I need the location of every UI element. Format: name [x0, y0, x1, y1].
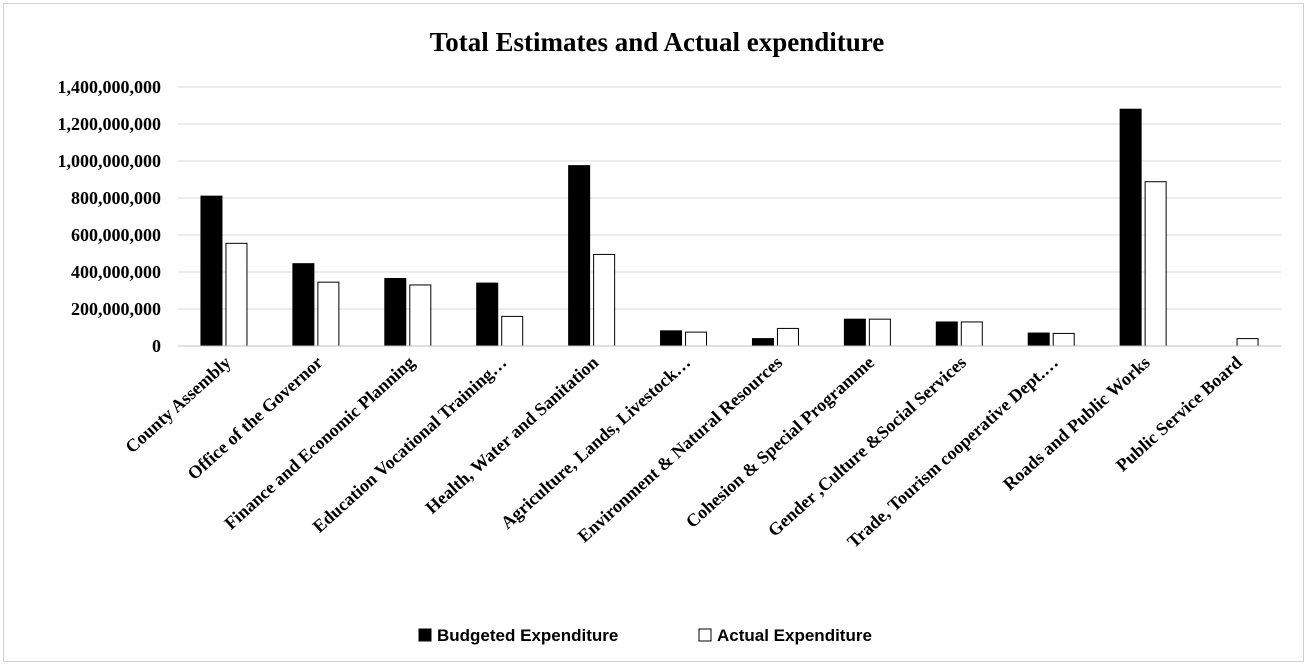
- bar-actual: [1144, 181, 1167, 347]
- bar-budgeted: [292, 263, 315, 347]
- bar-actual: [1236, 338, 1259, 347]
- legend-label-budgeted: Budgeted Expenditure: [437, 626, 618, 645]
- y-tick-label: 600,000,000: [71, 225, 161, 245]
- bar-budgeted: [660, 330, 683, 347]
- bar-actual: [1052, 332, 1075, 347]
- legend-label-actual: Actual Expenditure: [717, 626, 872, 645]
- bar-budgeted: [1119, 108, 1142, 347]
- x-tick-label: Gender ,Culture &Social Services: [764, 352, 970, 540]
- x-tick-label: Environment & Natural Resources: [574, 352, 786, 546]
- bar-budgeted: [384, 277, 407, 347]
- gridlines: [178, 86, 1281, 310]
- bar-budgeted: [751, 338, 774, 347]
- bar-budgeted: [568, 165, 591, 347]
- bar-actual: [225, 242, 248, 347]
- bar-actual: [593, 253, 616, 347]
- y-tick-label: 1,000,000,000: [58, 151, 162, 171]
- bar-chart: Total Estimates and Actual expenditure 0…: [58, 27, 1281, 645]
- y-tick-label: 0: [152, 336, 161, 356]
- y-tick-label: 1,200,000,000: [58, 114, 162, 134]
- legend: Budgeted Expenditure Actual Expenditure: [418, 626, 872, 645]
- x-tick-label: Finance and Economic Planning: [220, 352, 418, 533]
- bar-budgeted: [1027, 332, 1050, 347]
- y-tick-label: 1,400,000,000: [58, 77, 162, 97]
- bar-actual: [409, 284, 432, 347]
- bar-actual: [317, 281, 340, 347]
- bar-budgeted: [476, 282, 499, 347]
- bar-actual: [776, 327, 799, 347]
- x-tick-label: Education Vocational Training…: [309, 352, 511, 536]
- y-axis-ticks: 0 200,000,000 400,000,000 600,000,000 800,00…: [58, 77, 162, 356]
- y-tick-label: 200,000,000: [71, 299, 161, 319]
- bar-actual: [501, 315, 524, 347]
- y-tick-label: 400,000,000: [71, 262, 161, 282]
- bar-actual: [868, 318, 891, 347]
- bar-actual: [685, 331, 708, 347]
- y-tick-label: 800,000,000: [71, 188, 161, 208]
- bar-actual: [960, 321, 983, 347]
- x-tick-label: Agriculture, Lands, Livestock…: [497, 352, 694, 533]
- chart-title: Total Estimates and Actual expenditure: [430, 27, 885, 57]
- legend-swatch-budgeted: [418, 628, 432, 642]
- legend-swatch-actual: [698, 628, 712, 642]
- bars: [200, 108, 1259, 347]
- bar-budgeted: [200, 195, 223, 347]
- bar-budgeted: [935, 321, 958, 347]
- x-tick-label: Cohesion & Special Programme: [682, 352, 878, 532]
- x-tick-label: Roads and Public Works: [999, 352, 1154, 494]
- bar-budgeted: [843, 318, 866, 347]
- chart-frame: Total Estimates and Actual expenditure 0…: [3, 3, 1304, 662]
- x-tick-label: Health, Water and Sanitation: [421, 352, 602, 518]
